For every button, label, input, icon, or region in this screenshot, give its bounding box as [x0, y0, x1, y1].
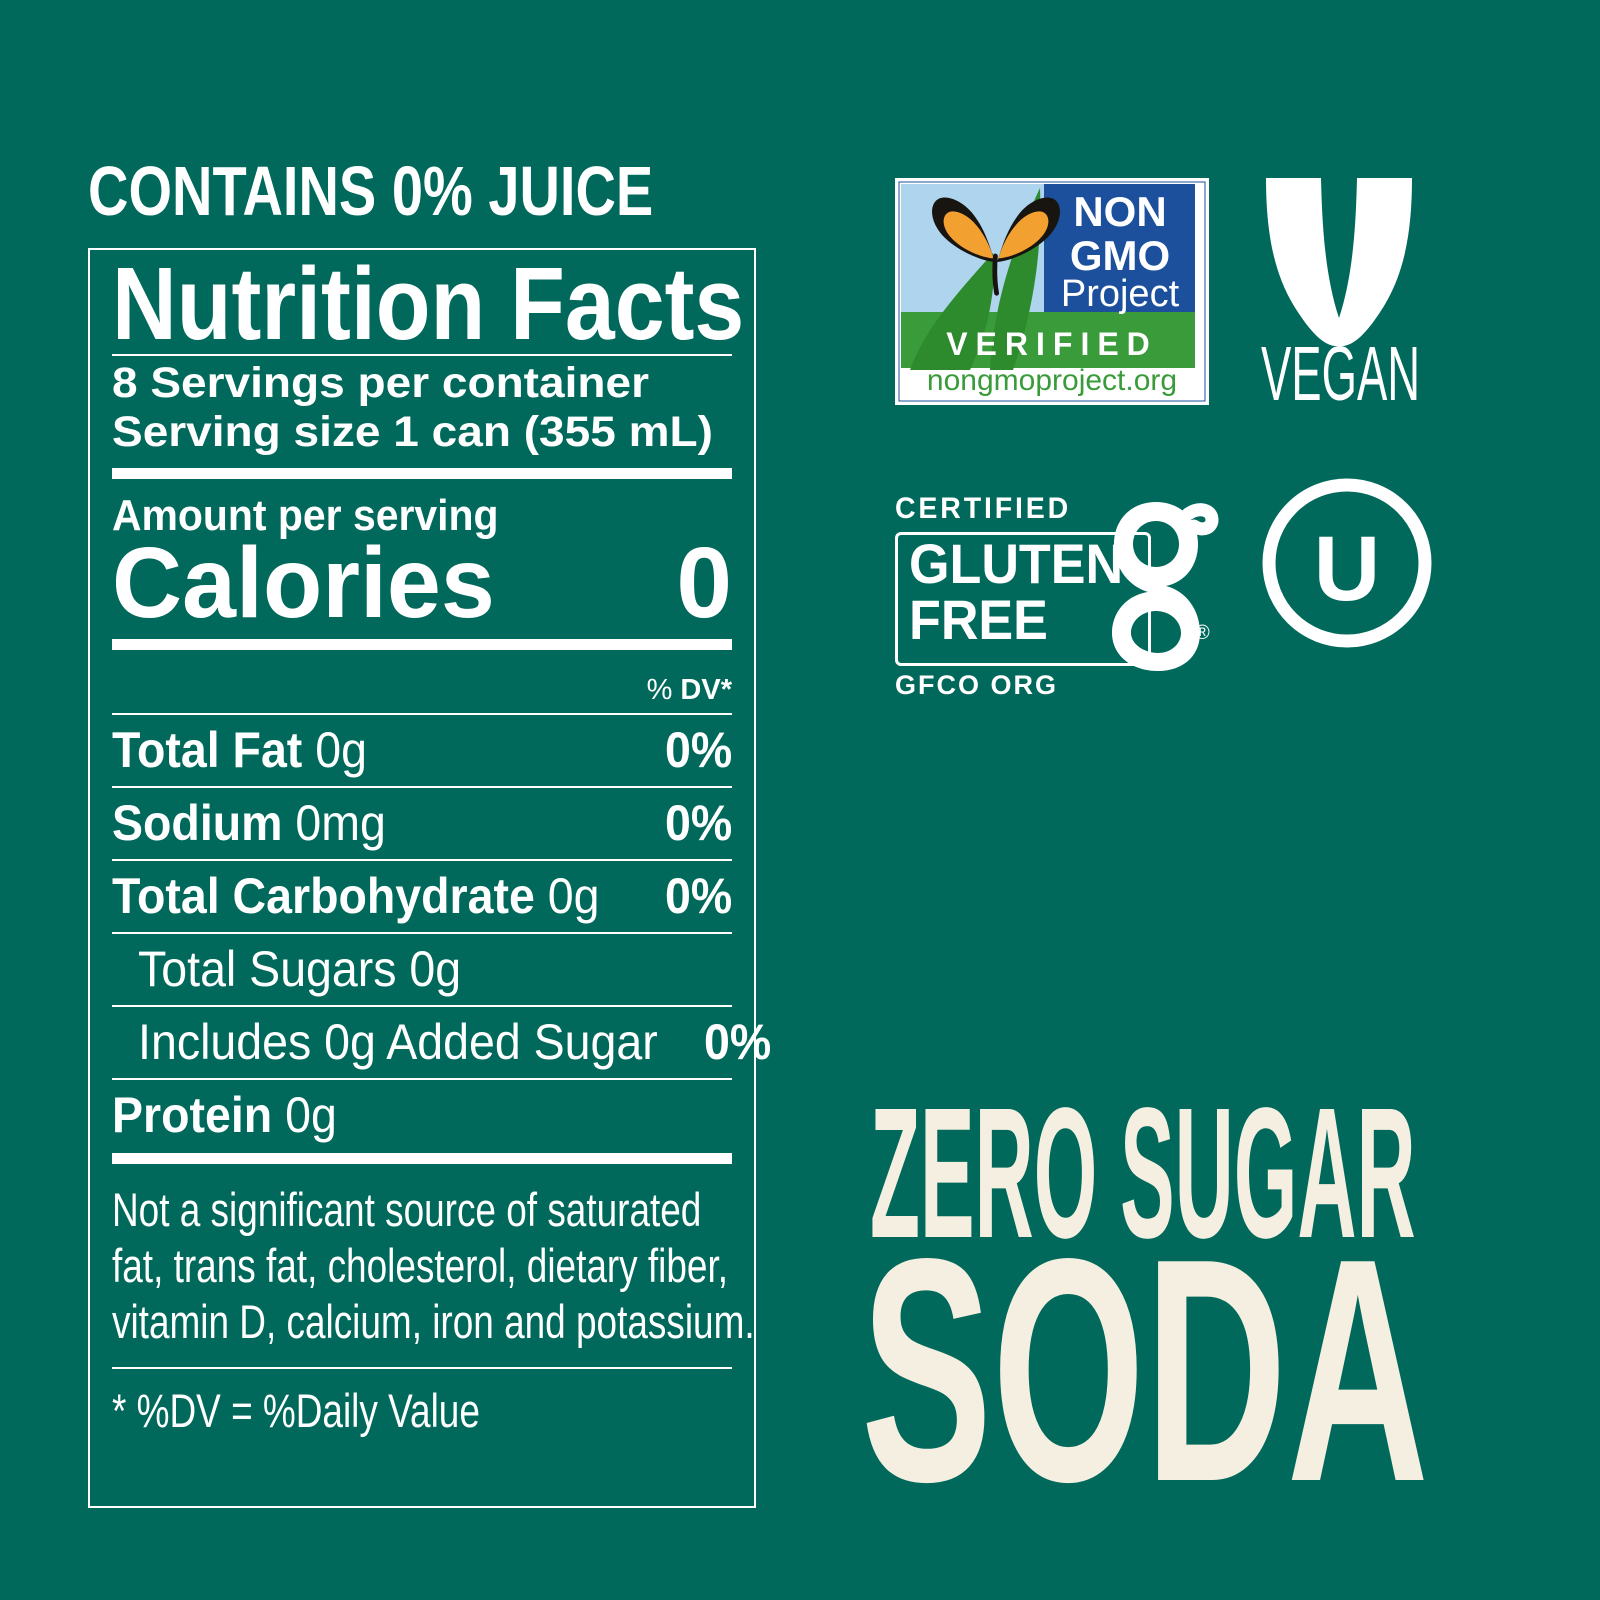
svg-text:Project: Project: [1061, 273, 1180, 315]
svg-text:nongmoproject.org: nongmoproject.org: [927, 364, 1177, 397]
svg-text:GMO: GMO: [1070, 232, 1170, 279]
svg-text:U: U: [1314, 518, 1380, 620]
svg-text:NON: NON: [1073, 188, 1166, 235]
svg-text:VERIFIED: VERIFIED: [946, 326, 1158, 362]
